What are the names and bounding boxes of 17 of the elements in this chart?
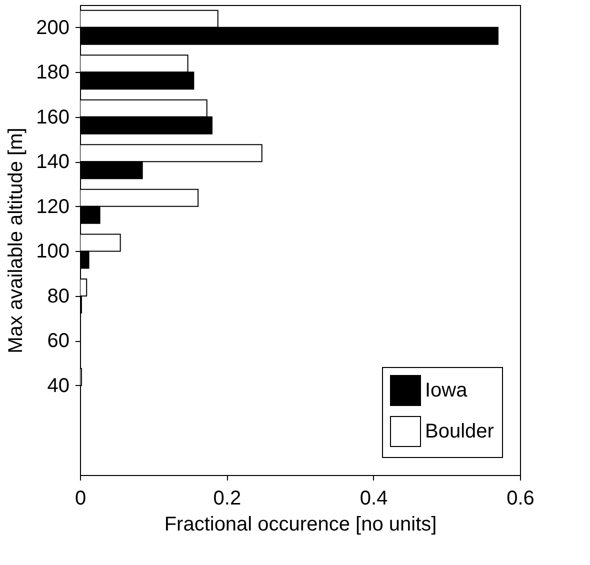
y-tick-label: 120 bbox=[36, 196, 70, 218]
y-tick-label: 100 bbox=[36, 240, 70, 263]
x-tick-label: 0.6 bbox=[506, 488, 534, 510]
y-tick-label: 60 bbox=[47, 330, 70, 352]
y-tick-label: 40 bbox=[47, 374, 70, 397]
legend-label: Boulder bbox=[425, 420, 494, 442]
x-tick-label: 0.4 bbox=[360, 488, 388, 510]
y-tick-label: 180 bbox=[36, 62, 70, 84]
y-axis-title: Max available altitude [m] bbox=[5, 128, 28, 354]
legend-label: Iowa bbox=[425, 380, 468, 402]
y-tick-label: 160 bbox=[36, 106, 70, 128]
y-tick-label: 200 bbox=[36, 16, 70, 39]
x-axis-title: Fractional occurence [no units] bbox=[164, 514, 437, 536]
x-tick-label: 0.2 bbox=[213, 488, 242, 510]
y-tick-label: 80 bbox=[47, 285, 70, 308]
x-tick-label: 0 bbox=[74, 488, 86, 510]
y-tick-label: 140 bbox=[36, 151, 70, 174]
